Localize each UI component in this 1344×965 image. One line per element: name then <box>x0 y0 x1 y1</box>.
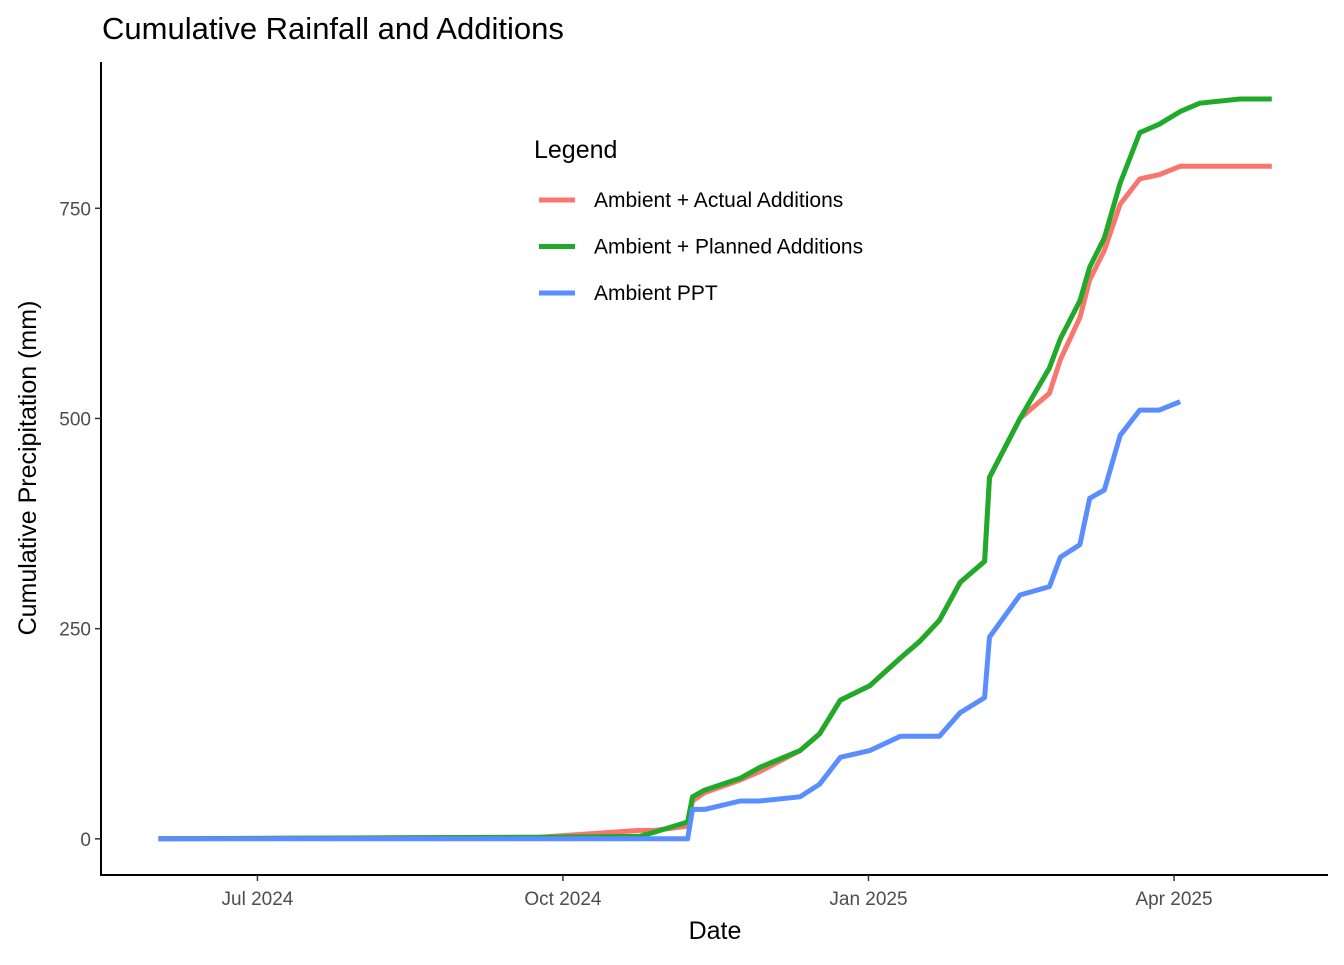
x-tick-label: Apr 2025 <box>1135 889 1212 910</box>
y-axis-label: Cumulative Precipitation (mm) <box>14 301 42 636</box>
chart-title: Cumulative Rainfall and Additions <box>102 11 564 46</box>
y-tick-label: 250 <box>59 620 91 641</box>
legend-title: Legend <box>534 136 617 164</box>
x-axis-label: Date <box>689 917 742 945</box>
legend-label: Ambient PPT <box>594 282 718 305</box>
x-tick-label: Jan 2025 <box>829 889 907 910</box>
x-tick-label: Jul 2024 <box>222 889 294 910</box>
series-line <box>158 163 1272 842</box>
y-tick-label: 0 <box>80 830 91 851</box>
series-line <box>158 96 1272 842</box>
x-tick-label: Oct 2024 <box>524 889 602 910</box>
y-tick-label: 750 <box>59 199 91 220</box>
series-line <box>158 399 1182 842</box>
legend-label: Ambient + Actual Additions <box>594 189 843 212</box>
legend-label: Ambient + Planned Additions <box>594 236 863 259</box>
y-tick-label: 500 <box>59 409 91 430</box>
